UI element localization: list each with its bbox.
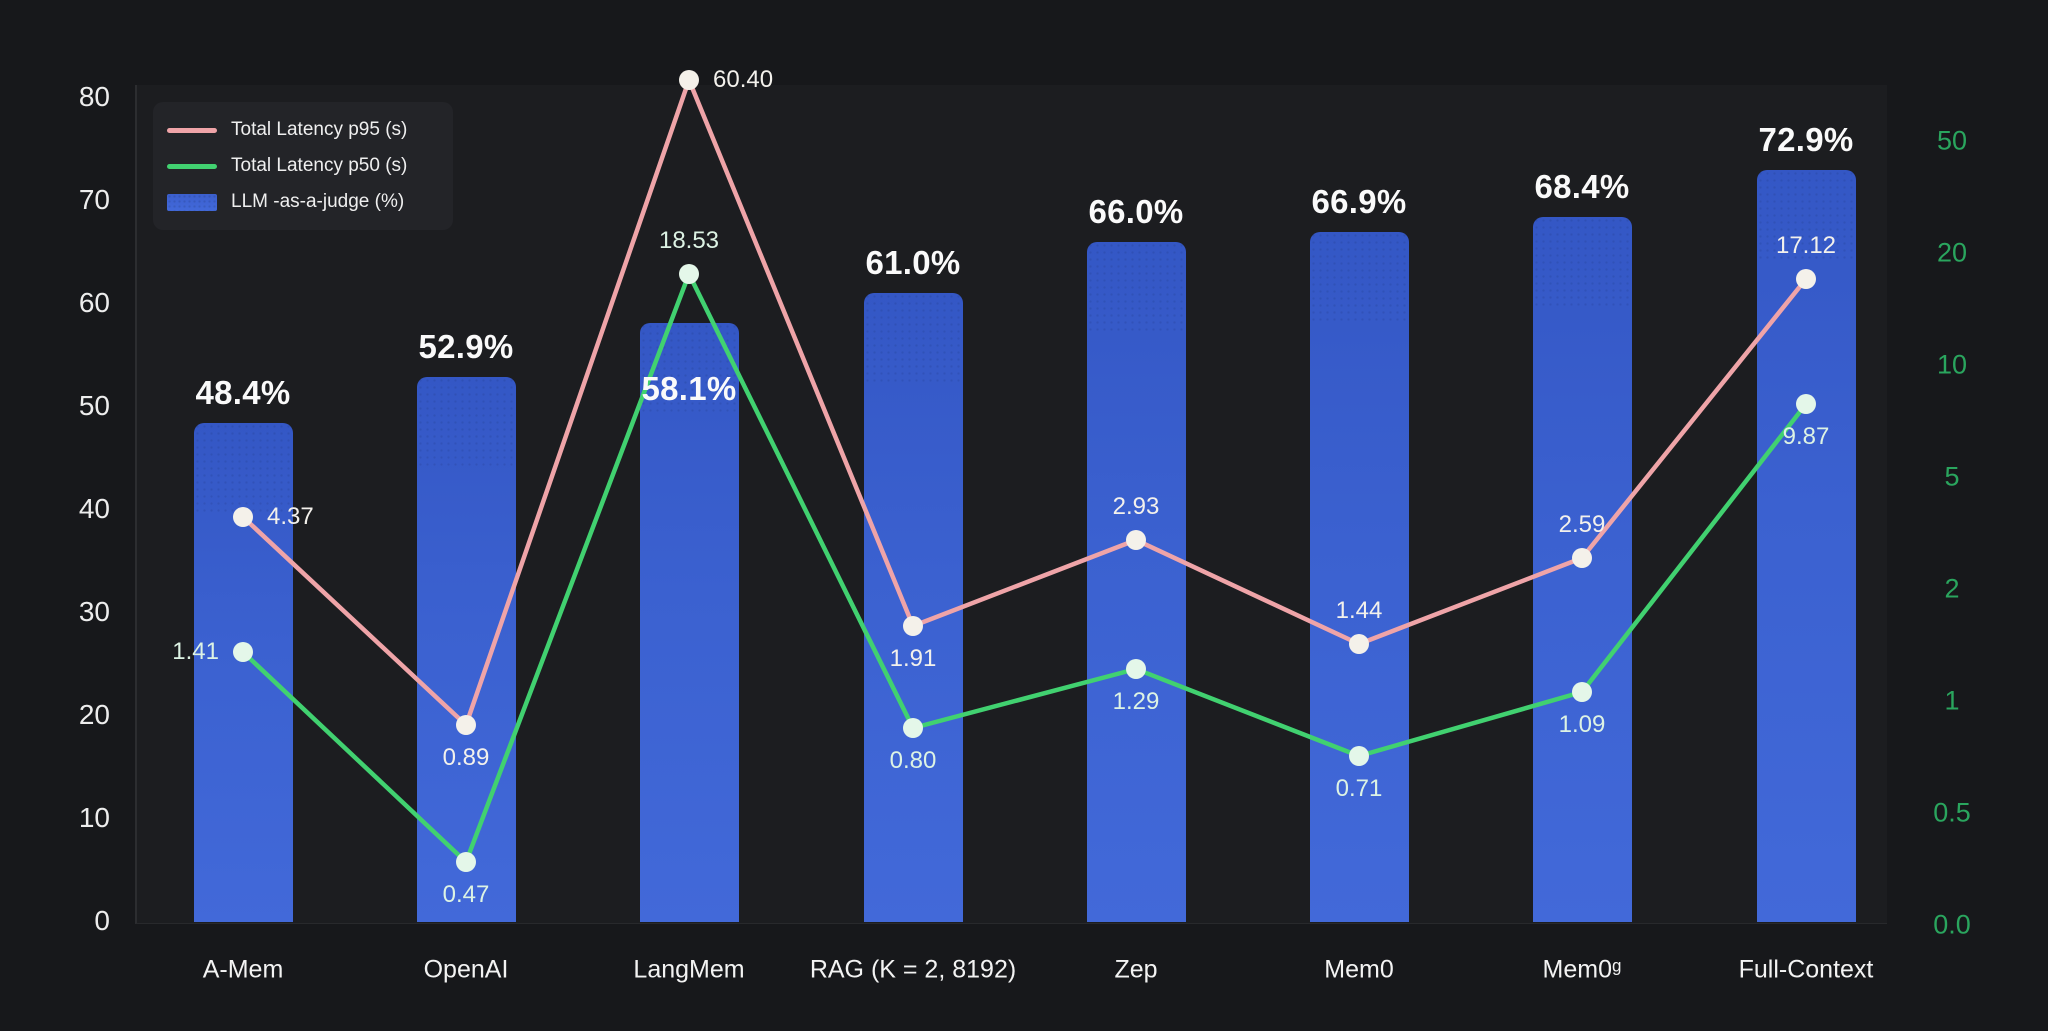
latency-label: 17.12 xyxy=(1775,232,1837,259)
p50-line-swatch-icon xyxy=(167,163,217,169)
point-p95-5 xyxy=(1349,634,1369,654)
legend-item-llm-judge[interactable]: LLM -as-a-judge (%) xyxy=(167,191,453,213)
plot-area xyxy=(135,85,1887,924)
point-p95-4 xyxy=(1126,530,1146,550)
left-axis-tick: 10 xyxy=(78,802,110,833)
point-p95-0 xyxy=(233,507,253,527)
point-p50-6 xyxy=(1572,682,1592,702)
category-label: Mem0ᵍ xyxy=(1542,955,1622,984)
bar xyxy=(1309,232,1409,922)
latency-label: 2.59 xyxy=(1558,511,1606,538)
bar xyxy=(416,377,516,922)
latency-label: 1.41 xyxy=(172,638,219,665)
bar xyxy=(1756,170,1856,922)
percent-label: 68.4% xyxy=(1534,168,1630,205)
left-axis-tick: 60 xyxy=(78,287,110,318)
point-p95-6 xyxy=(1572,548,1592,568)
left-axis-tick: 40 xyxy=(78,493,110,524)
latency-label: 4.37 xyxy=(267,503,314,530)
point-p50-5 xyxy=(1349,746,1369,766)
line-p95 xyxy=(240,77,1809,728)
latency-label: 1.44 xyxy=(1335,597,1383,624)
right-axis-tick: 1 xyxy=(1944,685,1960,716)
bar xyxy=(1086,242,1186,922)
left-axis-tick: 0 xyxy=(94,905,110,936)
bar xyxy=(193,423,293,922)
bar-swatch-icon xyxy=(167,193,217,211)
point-p95-2 xyxy=(679,70,699,90)
latency-label: 18.53 xyxy=(658,227,720,254)
bar xyxy=(863,293,963,922)
legend-item-label: Total Latency p95 (s) xyxy=(231,119,408,140)
latency-label: 1.29 xyxy=(1112,688,1160,715)
category-label: OpenAI xyxy=(423,955,509,984)
percent-label: 66.0% xyxy=(1088,193,1184,230)
latency-label: 0.71 xyxy=(1335,775,1383,802)
p95-line-swatch-icon xyxy=(167,127,217,133)
percent-label: 61.0% xyxy=(865,244,961,281)
legend-item-p50[interactable]: Total Latency p50 (s) xyxy=(167,155,453,177)
left-axis-tick: 80 xyxy=(78,81,110,112)
point-p50-7 xyxy=(1796,394,1816,414)
category-label: RAG (K = 2, 8192) xyxy=(809,955,1017,984)
legend-item-p95[interactable]: Total Latency p95 (s) xyxy=(167,119,453,141)
point-p95-3 xyxy=(903,616,923,636)
latency-label: 60.40 xyxy=(713,66,774,93)
category-label: Zep xyxy=(1114,955,1158,984)
percent-label: 52.9% xyxy=(418,328,514,365)
left-axis-tick: 20 xyxy=(78,699,110,730)
point-p50-3 xyxy=(903,718,923,738)
percent-label: 48.4% xyxy=(195,374,291,411)
point-p50-4 xyxy=(1126,659,1146,679)
bar xyxy=(639,323,739,922)
latency-label: 0.89 xyxy=(442,744,490,771)
point-p95-7 xyxy=(1796,269,1816,289)
point-p95-1 xyxy=(456,715,476,735)
latency-label: 2.93 xyxy=(1112,493,1160,520)
category-label: Mem0 xyxy=(1324,955,1394,984)
right-axis-tick: 2 xyxy=(1944,573,1960,604)
point-p50-1 xyxy=(456,852,476,872)
left-axis-tick: 30 xyxy=(78,596,110,627)
legend-item-label: LLM -as-a-judge (%) xyxy=(231,191,405,212)
latency-label: 1.09 xyxy=(1558,711,1606,738)
latency-label: 0.80 xyxy=(889,747,937,774)
category-label: Full-Context xyxy=(1738,955,1874,984)
right-axis-tick: 0.0 xyxy=(1933,909,1971,940)
category-label: A-Mem xyxy=(202,955,284,984)
legend: Total Latency p95 (s) Total Latency p50 … xyxy=(153,102,453,230)
percent-label: 66.9% xyxy=(1311,183,1407,220)
legend-item-label: Total Latency p50 (s) xyxy=(231,155,408,176)
right-axis-tick: 0.5 xyxy=(1933,797,1971,828)
right-axis-tick: 20 xyxy=(1936,237,1968,268)
left-axis-tick: 50 xyxy=(78,390,110,421)
line-p50 xyxy=(240,271,1809,865)
right-axis-tick: 10 xyxy=(1936,349,1968,380)
right-axis-tick: 50 xyxy=(1936,125,1968,156)
right-axis-tick: 5 xyxy=(1944,461,1960,492)
point-p50-0 xyxy=(233,642,253,662)
left-axis-tick: 70 xyxy=(78,184,110,215)
latency-label: 1.91 xyxy=(889,645,937,672)
point-p50-2 xyxy=(679,264,699,284)
category-label: LangMem xyxy=(633,955,745,984)
percent-label: 72.9% xyxy=(1758,121,1854,158)
latency-label: 0.47 xyxy=(442,881,490,908)
percent-label: 58.1% xyxy=(641,370,737,407)
latency-label: 9.87 xyxy=(1782,423,1830,450)
